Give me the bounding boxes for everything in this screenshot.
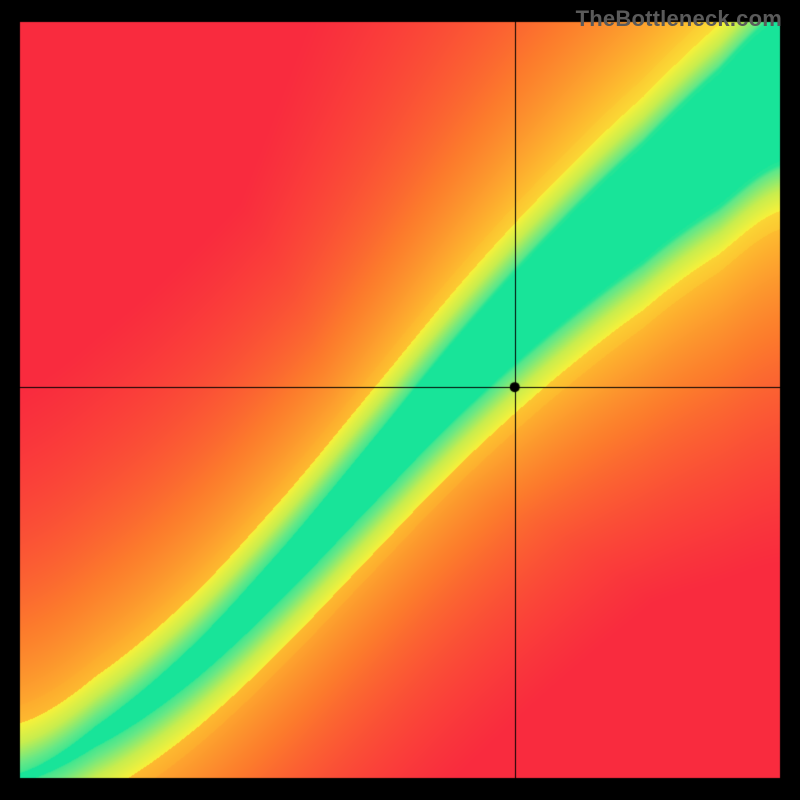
- watermark-text: TheBottleneck.com: [576, 6, 782, 32]
- chart-container: TheBottleneck.com: [0, 0, 800, 800]
- heatmap-canvas: [0, 0, 800, 800]
